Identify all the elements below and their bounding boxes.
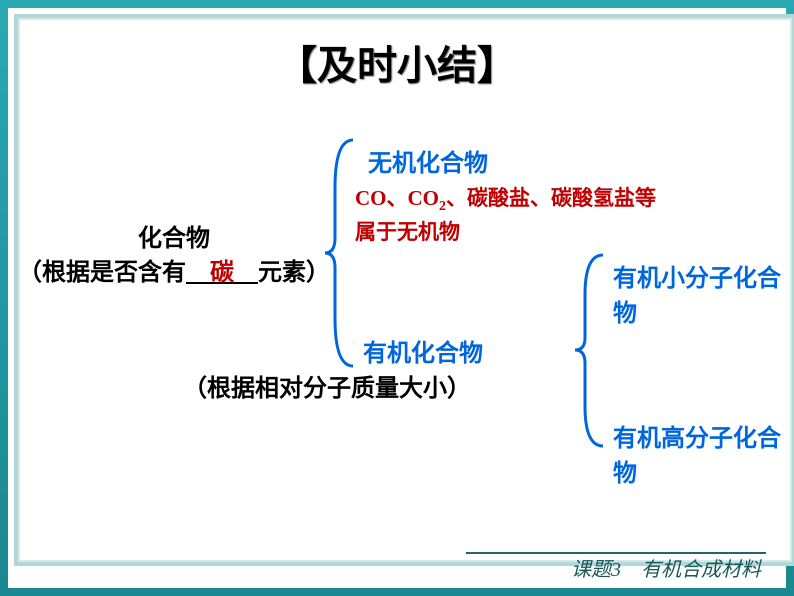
diagram-content: 化合物 （根据是否含有 碳 元素） 无机化合物 CO、CO2、碳酸盐、碳酸氢盐等… (8, 138, 786, 538)
carbon-element: 碳 (210, 260, 234, 286)
footer-text: 课题3 有机合成材料 (571, 553, 761, 582)
inorganic-label: 无机化合物 (368, 143, 488, 178)
compound-criterion: （根据是否含有 碳 元素） (18, 257, 330, 291)
brace-left-icon (323, 138, 363, 368)
organic-large-molecule: 有机高分子化合物 (613, 418, 786, 488)
organic-small-molecule: 有机小分子化合物 (613, 258, 786, 328)
organic-criterion: （根据相对分子质量大小） (183, 368, 471, 403)
outer-frame: 【及时小结】 化合物 （根据是否含有 碳 元素） 无机化合物 CO、CO2、碳酸… (0, 0, 794, 596)
compound-root: 化合物 （根据是否含有 碳 元素） (18, 223, 330, 290)
compound-label: 化合物 (18, 223, 330, 257)
brace-right-icon (573, 253, 613, 448)
organic-label: 有机化合物 (363, 333, 483, 368)
slide-title: 【及时小结】 (8, 33, 786, 91)
inorganic-note: CO、CO2、碳酸盐、碳酸氢盐等 属于无机物 (355, 183, 775, 249)
